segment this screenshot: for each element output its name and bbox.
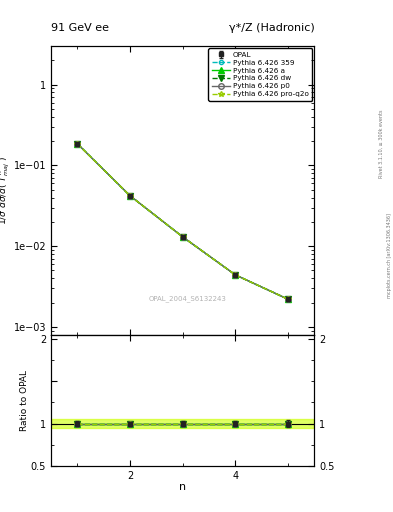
Pythia 6.426 p0 [286, 296, 290, 302]
Pythia 6.426 dw [233, 272, 238, 278]
Pythia 6.426 p0 [233, 272, 238, 278]
Text: Rivet 3.1.10, ≥ 300k events: Rivet 3.1.10, ≥ 300k events [379, 109, 384, 178]
Pythia 6.426 359 [180, 234, 185, 240]
X-axis label: n: n [179, 482, 186, 492]
Bar [51, 419, 314, 428]
Pythia 6.426 pro-q2o [286, 296, 290, 302]
Pythia 6.426 pro-q2o [75, 141, 80, 147]
Pythia 6.426 a [75, 141, 80, 147]
Line: Pythia 6.426 359: Pythia 6.426 359 [75, 142, 290, 302]
Line: Pythia 6.426 dw: Pythia 6.426 dw [75, 141, 291, 302]
Text: mcplots.cern.ch [arXiv:1306.3436]: mcplots.cern.ch [arXiv:1306.3436] [387, 214, 391, 298]
Legend: OPAL, Pythia 6.426 359, Pythia 6.426 a, Pythia 6.426 dw, Pythia 6.426 p0, Pythia: OPAL, Pythia 6.426 359, Pythia 6.426 a, … [208, 48, 312, 101]
Pythia 6.426 a [128, 193, 132, 199]
Text: γ*/Z (Hadronic): γ*/Z (Hadronic) [229, 23, 314, 33]
Pythia 6.426 pro-q2o [180, 234, 185, 240]
Text: 91 GeV ee: 91 GeV ee [51, 23, 109, 33]
Pythia 6.426 p0 [180, 234, 185, 240]
Pythia 6.426 359 [75, 141, 80, 147]
Pythia 6.426 dw [128, 193, 132, 199]
Pythia 6.426 pro-q2o [128, 193, 132, 199]
Pythia 6.426 p0 [128, 193, 132, 199]
Pythia 6.426 dw [75, 141, 80, 147]
Pythia 6.426 a [286, 296, 290, 302]
Pythia 6.426 359 [286, 296, 290, 302]
Line: Pythia 6.426 p0: Pythia 6.426 p0 [75, 141, 291, 302]
Pythia 6.426 pro-q2o [233, 272, 238, 278]
Y-axis label: $1/\sigma\ d\sigma/d(\ T^n_{maj}\ )$: $1/\sigma\ d\sigma/d(\ T^n_{maj}\ )$ [0, 156, 12, 225]
Pythia 6.426 dw [286, 296, 290, 302]
Pythia 6.426 359 [233, 272, 238, 278]
Pythia 6.426 359 [128, 193, 132, 199]
Pythia 6.426 p0 [75, 141, 80, 147]
Pythia 6.426 a [180, 234, 185, 240]
Y-axis label: Ratio to OPAL: Ratio to OPAL [20, 370, 29, 431]
Pythia 6.426 dw [180, 234, 185, 240]
Text: OPAL_2004_S6132243: OPAL_2004_S6132243 [149, 295, 227, 302]
Line: Pythia 6.426 pro-q2o: Pythia 6.426 pro-q2o [75, 141, 291, 302]
Line: Pythia 6.426 a: Pythia 6.426 a [75, 141, 291, 302]
Pythia 6.426 a [233, 272, 238, 278]
